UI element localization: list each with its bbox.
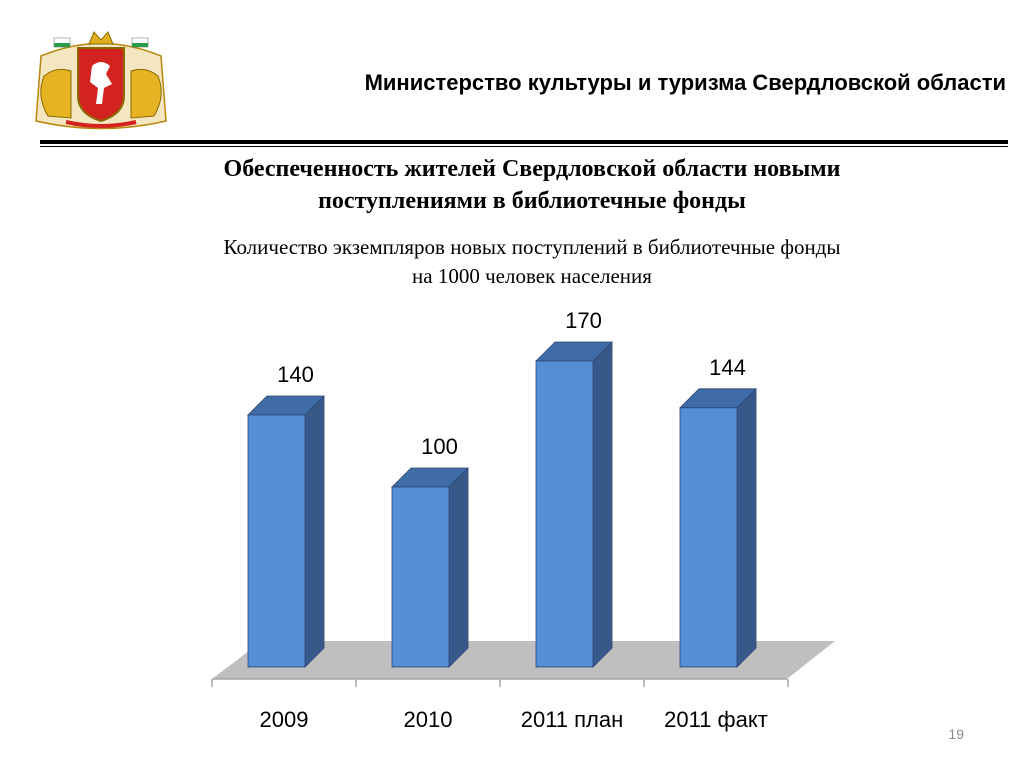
page-number: 19	[948, 726, 964, 742]
x-tick-label: 2009	[260, 707, 309, 732]
slide-title-line-1: Обеспеченность жителей Свердловской обла…	[223, 156, 841, 182]
slide-subtitle-line-1: Количество экземпляров новых поступлений…	[223, 235, 841, 259]
data-label: 140	[277, 362, 314, 387]
x-tick-label: 2010	[404, 707, 453, 732]
bar-side	[736, 387, 757, 668]
slide-subtitle: Количество экземпляров новых поступлений…	[80, 233, 984, 291]
chart-floor	[212, 641, 835, 679]
slide-subtitle-line-2: на 1000 человек населения	[412, 264, 652, 288]
x-tick-label: 2011 факт	[664, 707, 768, 732]
data-label: 170	[565, 308, 602, 333]
ministry-name: Министерство культуры и туризма Свердлов…	[364, 70, 1006, 95]
bar-side	[592, 341, 613, 668]
bar	[679, 407, 738, 668]
slide-title-line-2: поступлениями в библиотечные фонды	[318, 188, 746, 214]
data-label: 100	[421, 434, 458, 459]
data-label: 144	[709, 355, 746, 380]
header-divider-thin	[40, 146, 1008, 147]
coat-of-arms-logo	[35, 31, 167, 130]
bar	[391, 486, 450, 668]
slide-title: Обеспеченность жителей Свердловской обла…	[80, 153, 984, 217]
bar	[247, 414, 306, 668]
x-tick-label: 2011 план	[521, 707, 624, 732]
bar-side	[448, 467, 469, 668]
bar	[535, 360, 594, 668]
bar-side	[304, 395, 325, 668]
header-divider-thick	[40, 140, 1008, 144]
